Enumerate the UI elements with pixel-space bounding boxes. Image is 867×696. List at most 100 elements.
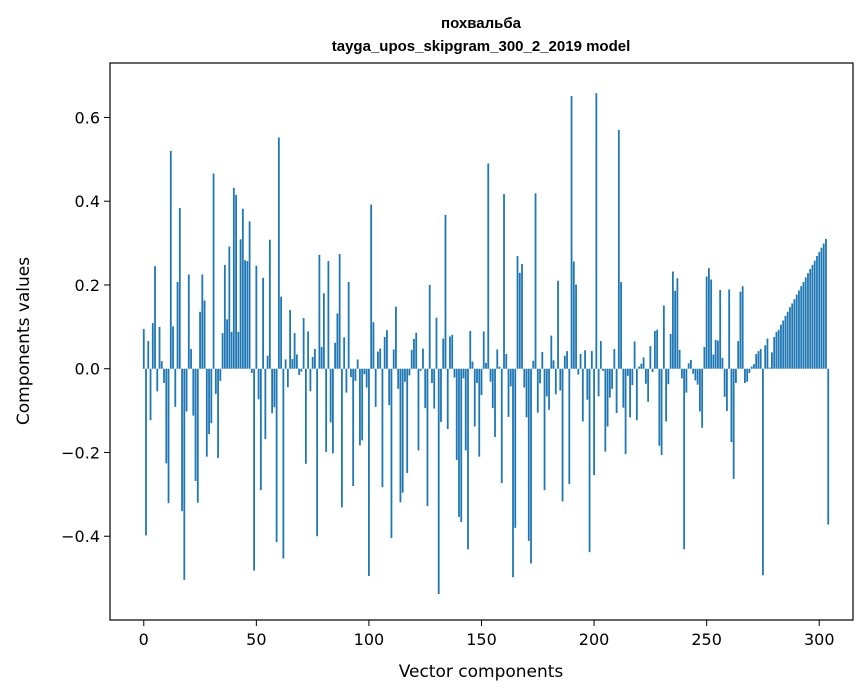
bar-106: [381, 368, 384, 488]
bar-183: [554, 368, 557, 395]
bar-43: [239, 239, 242, 369]
bar-188: [566, 351, 568, 369]
bar-139: [455, 368, 458, 461]
bar-10: [165, 368, 168, 464]
bar-238: [678, 349, 681, 369]
bar-20: [187, 274, 190, 369]
bar-288: [791, 303, 794, 369]
bar-205: [604, 368, 607, 452]
bar-29: [208, 368, 210, 435]
bar-197: [586, 368, 589, 400]
bar-209: [613, 349, 616, 369]
bar-27: [203, 300, 206, 369]
bar-144: [467, 368, 469, 550]
bar-242: [687, 363, 690, 369]
bar-287: [789, 307, 791, 369]
bar-44: [241, 208, 244, 369]
bar-135: [446, 368, 449, 430]
bar-35: [221, 333, 224, 369]
bar-66: [291, 359, 294, 369]
bar-26: [201, 274, 204, 369]
bar-291: [798, 290, 800, 369]
bar-76: [313, 349, 316, 369]
bar-161: [505, 354, 508, 369]
bar-7: [158, 326, 161, 369]
bar-5: [154, 266, 156, 369]
bar-277: [766, 338, 769, 369]
bar-256: [719, 289, 722, 369]
bar-178: [543, 368, 546, 491]
bar-244: [692, 368, 695, 374]
bar-263: [735, 368, 737, 383]
bar-274: [759, 349, 762, 369]
bar-74: [309, 368, 312, 392]
bar-14: [174, 368, 177, 407]
bar-41: [235, 194, 237, 369]
bar-124: [422, 348, 424, 369]
bar-298: [813, 260, 816, 369]
bar-234: [669, 333, 672, 369]
bar-126: [426, 368, 429, 507]
bar-71: [302, 318, 305, 369]
bar-6: [156, 368, 159, 392]
bar-211: [617, 130, 620, 369]
bar-155: [491, 368, 494, 409]
bar-259: [726, 368, 728, 412]
bar-147: [473, 368, 476, 427]
bar-249: [703, 346, 706, 369]
bar-167: [518, 272, 521, 369]
bar-40: [232, 187, 235, 369]
bar-235: [671, 271, 674, 369]
bar-301: [820, 247, 823, 369]
bar-260: [728, 289, 731, 369]
bar-116: [404, 368, 406, 382]
bar-194: [579, 354, 582, 369]
bar-165: [514, 368, 517, 528]
bar-266: [741, 286, 744, 369]
bar-85: [334, 342, 337, 369]
bar-162: [507, 368, 510, 417]
bar-297: [811, 264, 814, 369]
bar-294: [804, 277, 807, 369]
bar-130: [435, 317, 438, 369]
x-axis-ticks: 0 50 100 150 200 250 300: [139, 620, 835, 649]
bar-177: [541, 351, 544, 369]
bar-224: [647, 368, 650, 402]
bar-220: [638, 366, 641, 369]
bar-57: [271, 368, 274, 414]
bar-140: [458, 368, 460, 517]
bar-134: [444, 215, 447, 369]
bar-58: [273, 368, 276, 408]
bar-45: [244, 260, 246, 369]
bar-252: [710, 279, 713, 369]
bar-72: [304, 368, 307, 464]
bar-265: [739, 291, 742, 369]
bar-64: [286, 368, 289, 388]
bar-240: [683, 368, 686, 550]
bar-49: [253, 368, 255, 571]
bar-239: [680, 368, 683, 379]
bar-282: [777, 329, 780, 369]
bar-81: [325, 368, 328, 453]
bar-227: [653, 331, 656, 369]
bar-262: [732, 368, 735, 479]
bar-186: [561, 368, 564, 502]
bar-19: [185, 368, 188, 412]
bar-250: [705, 276, 708, 369]
bar-195: [581, 368, 584, 422]
bar-223: [644, 368, 647, 384]
bar-279: [771, 352, 773, 369]
bar-30: [210, 368, 213, 424]
bar-31: [212, 173, 215, 369]
bar-153: [487, 163, 490, 369]
bar-24: [196, 368, 199, 503]
bar-171: [527, 368, 530, 541]
bar-221: [640, 363, 643, 369]
bar-90: [345, 368, 348, 393]
y-axis-label: Components values: [14, 257, 34, 425]
bar-304: [827, 368, 830, 525]
bar-38: [228, 246, 231, 369]
bar-78: [318, 254, 321, 369]
bar-241: [685, 368, 688, 393]
bar-119: [410, 349, 413, 369]
